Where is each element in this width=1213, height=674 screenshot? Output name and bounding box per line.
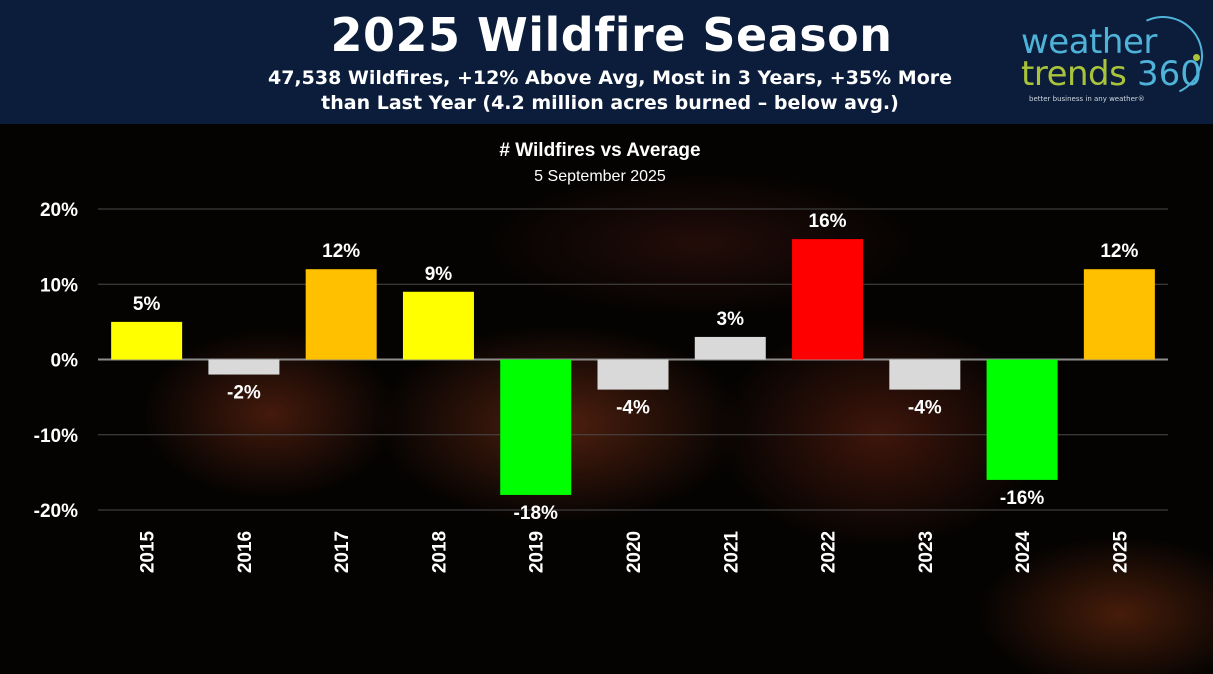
logo-number-360: 360: [1137, 54, 1202, 94]
bar-2025: [1083, 269, 1155, 360]
x-tick-label-2021: 2021: [721, 530, 742, 573]
bar-2017: [305, 269, 377, 360]
page-title: 2025 Wildfire Season: [330, 8, 893, 62]
chart-subtitle: 5 September 2025: [534, 168, 666, 185]
x-tick-label-2019: 2019: [527, 531, 548, 573]
subtitle-line-2: than Last Year (4.2 million acres burned…: [321, 92, 899, 114]
x-tick-label-2023: 2023: [916, 531, 937, 573]
y-tick-label: 20%: [40, 200, 78, 221]
bar-2020: [597, 359, 669, 390]
logo-word-weather: weather: [1021, 22, 1157, 62]
data-label-2024: -16%: [1000, 488, 1044, 509]
logo-word-trends: trends: [1021, 54, 1127, 94]
data-label-2021: 3%: [717, 309, 745, 330]
bar-2024: [986, 359, 1058, 480]
y-tick-label: -10%: [34, 426, 78, 447]
y-tick-label: -20%: [34, 501, 78, 522]
subtitle-line-1: 47,538 Wildfires, +12% Above Avg, Most i…: [267, 67, 953, 89]
y-tick-label: 10%: [40, 275, 78, 296]
x-tick-label-2015: 2015: [138, 530, 159, 573]
data-label-2015: 5%: [133, 294, 161, 315]
x-tick-label-2020: 2020: [624, 531, 645, 573]
header-banner: 2025 Wildfire Season 47,538 Wildfires, +…: [0, 0, 1213, 124]
weathertrends360-logo: weather trends 360 better business in an…: [1015, 4, 1213, 112]
x-tick-label-2025: 2025: [1110, 530, 1131, 573]
x-tick-label-2022: 2022: [819, 531, 840, 573]
bar-2022: [792, 239, 864, 360]
chart-title: # Wildfires vs Average: [499, 140, 701, 161]
x-tick-label-2018: 2018: [429, 531, 450, 573]
logo-dot-icon: [1193, 54, 1200, 61]
data-label-2016: -2%: [227, 383, 261, 404]
bar-2015: [111, 321, 183, 360]
data-label-2018: 9%: [425, 264, 453, 285]
logo-tagline: better business in any weather®: [1029, 95, 1145, 103]
data-label-2023: -4%: [908, 398, 942, 419]
bar-2018: [402, 291, 474, 360]
bar-2021: [694, 336, 766, 360]
bar-2023: [889, 359, 961, 390]
y-tick-label: 0%: [51, 351, 79, 372]
bar-2019: [500, 359, 572, 495]
bar-2016: [208, 359, 280, 375]
data-label-2017: 12%: [322, 241, 360, 262]
x-tick-label-2017: 2017: [332, 531, 353, 573]
data-label-2022: 16%: [809, 211, 847, 232]
data-label-2020: -4%: [616, 398, 650, 419]
x-tick-label-2024: 2024: [1013, 530, 1034, 573]
data-label-2025: 12%: [1100, 241, 1138, 262]
data-label-2019: -18%: [514, 503, 558, 524]
page-subtitle: 47,538 Wildfires, +12% Above Avg, Most i…: [260, 66, 960, 116]
x-tick-label-2016: 2016: [235, 531, 256, 573]
